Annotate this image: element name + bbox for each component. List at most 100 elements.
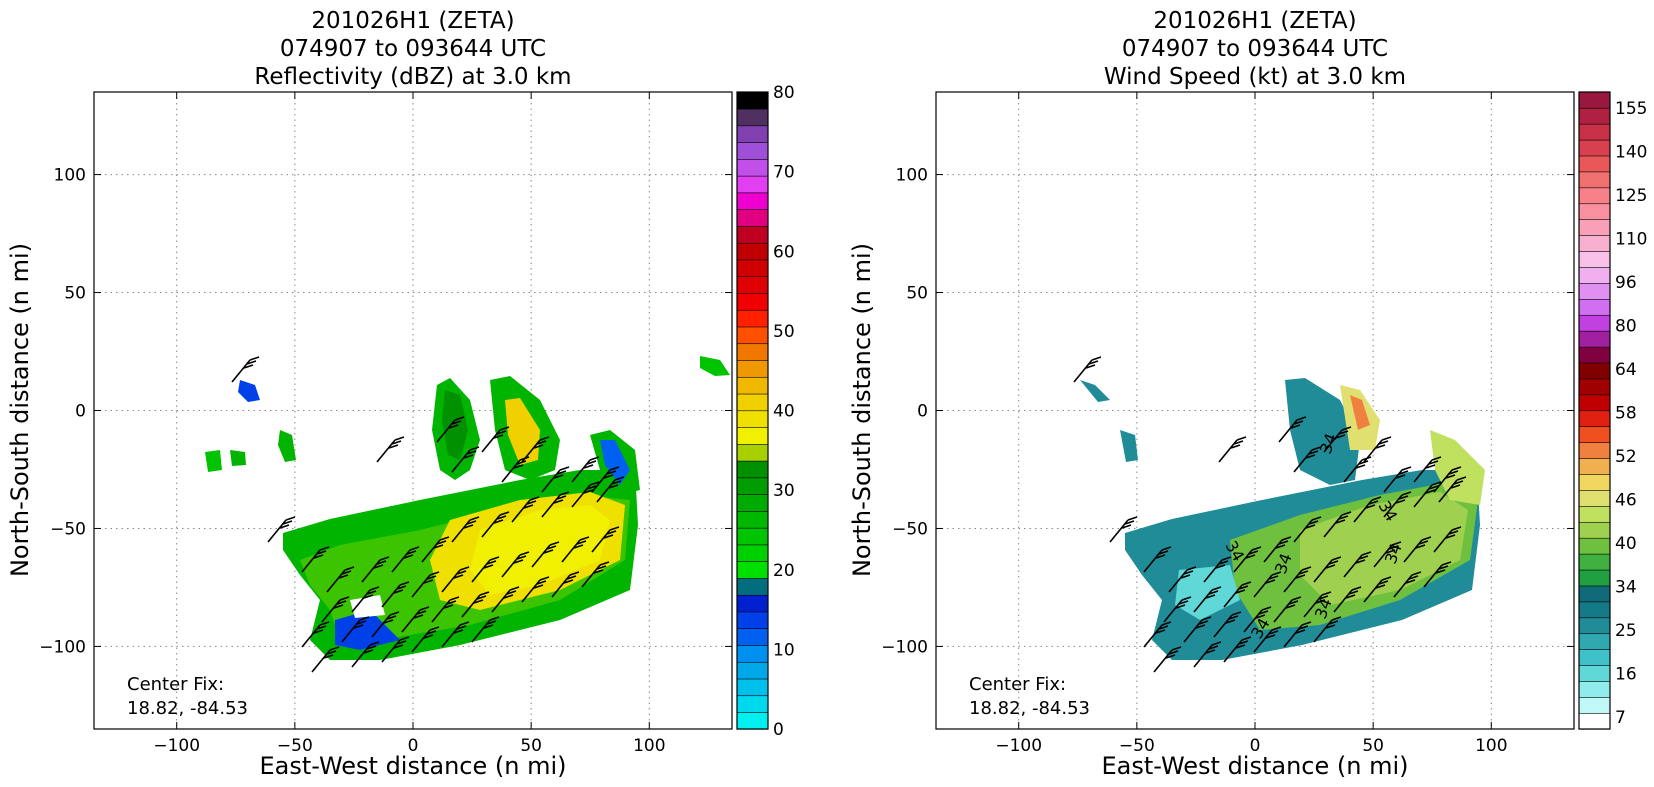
wind-barb [1303,591,1332,618]
wind-barb [421,536,450,563]
wind-barb [561,536,590,563]
x-axis-label: East-West distance (n mi) [1101,752,1408,780]
colorbar-tick-label: 155 [1615,99,1647,119]
center-fix-label: Center Fix: [969,674,1066,695]
colorbar-segment [1578,330,1611,348]
colorbar-frame [1578,91,1611,730]
wind-barb [541,491,570,518]
colorbar-segment [736,343,769,361]
colorbar-tick-label: 64 [1615,360,1637,380]
colorbar-segment [1578,617,1611,635]
wind-barb [451,516,480,543]
wind-barb [1223,581,1252,608]
colorbar-tick-label: 125 [1615,186,1647,206]
colorbar-tick-label: 30 [773,481,795,501]
colorbar-tick-label: 25 [1615,621,1637,641]
wind-barb [1433,526,1462,553]
wind-barb [531,541,560,568]
colorbar-segment [1578,378,1611,396]
wind-barb [521,576,550,603]
colorbar-tick-label: 80 [1615,317,1637,337]
chart-title-line-3: Reflectivity (dBZ) at 3.0 km [254,64,571,90]
y-axis-label: North-South distance (n mi) [848,243,876,577]
colorbar-segment [1578,712,1611,730]
colorbar-segment [736,426,769,445]
wind-barb [1253,626,1282,653]
wind-barb [591,466,620,493]
colorbar-segment [1578,649,1611,666]
wind-barb [1273,596,1302,623]
colorbar-segment [736,141,769,160]
colorbar-tick-label: 20 [773,561,795,581]
colorbar-segment [1578,569,1611,587]
wind-barb [1293,516,1322,543]
colorbar-segment [736,225,769,244]
colorbar-segment [736,577,769,596]
center-fix-annotation: Center Fix: 18.82, -84.53 [127,674,248,719]
chart-title-line-2: 074907 to 093644 UTC [280,36,546,62]
colorbar-segment [736,91,769,110]
wind-barb [401,606,430,633]
y-tick-label: 100 [896,166,928,186]
colorbar-segment [736,410,769,428]
wind-barb [411,571,440,598]
wind-barb [1153,646,1182,673]
colorbar-segment [736,108,769,127]
colorbar-segment [1578,489,1611,507]
y-axis: −100 −50 0 50 100 [39,166,732,657]
x-tick-label: −50 [277,736,313,756]
colorbar-segment [736,443,769,462]
wind-barb [371,611,400,638]
wind-barb [1233,546,1262,573]
wind-barb [1143,546,1172,573]
colorbar-segment [736,125,769,143]
wind-barb [551,571,580,598]
wind-barb [361,556,390,583]
colorbar-segment [736,460,769,479]
colorbar-segment [1578,298,1611,316]
colorbar-segment [736,376,769,395]
colorbar-segment [736,695,769,713]
colorbar-segment [736,309,769,328]
wind-barb [341,616,370,643]
wind-barb [1283,621,1312,648]
wind-barb [381,581,410,608]
wind-barb [1363,436,1392,463]
wind-barb [351,641,380,668]
wind-barb [1293,446,1322,473]
wind-barb [441,566,470,593]
colorbar-frame [736,91,769,730]
colorbar-segment [1578,521,1611,539]
colorbar-segment [736,259,769,277]
y-tick-label: 0 [75,402,86,422]
wind-barb [451,446,480,473]
colorbar-segment [736,678,769,697]
colorbar-segment [1578,633,1611,650]
center-fix-value: 18.82, -84.53 [969,698,1090,719]
wind-barb [1383,466,1412,493]
colorbar-segment [1578,680,1611,698]
wind-barb [1413,481,1442,508]
center-fix-value: 18.82, -84.53 [127,698,248,719]
panel-wind-speed: 201026H1 (ZETA) 074907 to 093644 UTC Win… [848,8,1647,780]
wind-barb [1333,586,1362,613]
colorbar-tick-label: 70 [773,163,795,183]
colorbar-segment [736,561,769,579]
wind-barb [1218,436,1247,463]
wind-barb [1323,511,1352,538]
colorbar-segment [736,393,769,412]
colorbar-segment [1578,314,1611,332]
wind-barb [431,596,460,623]
wind-barb [1193,586,1222,613]
wind-barb [436,416,465,443]
wind-barb [596,476,625,503]
y-tick-label: 50 [64,284,86,304]
wind-barb [1283,566,1312,593]
wind-speed-swath [1080,378,1485,660]
wind-barb [1323,426,1352,453]
colorbar-segment [1578,346,1611,364]
colorbar-tick-label: 80 [773,83,795,103]
colorbar-tick-label: 140 [1615,143,1647,163]
wind-barb [541,466,570,493]
wind-barb [381,636,410,663]
